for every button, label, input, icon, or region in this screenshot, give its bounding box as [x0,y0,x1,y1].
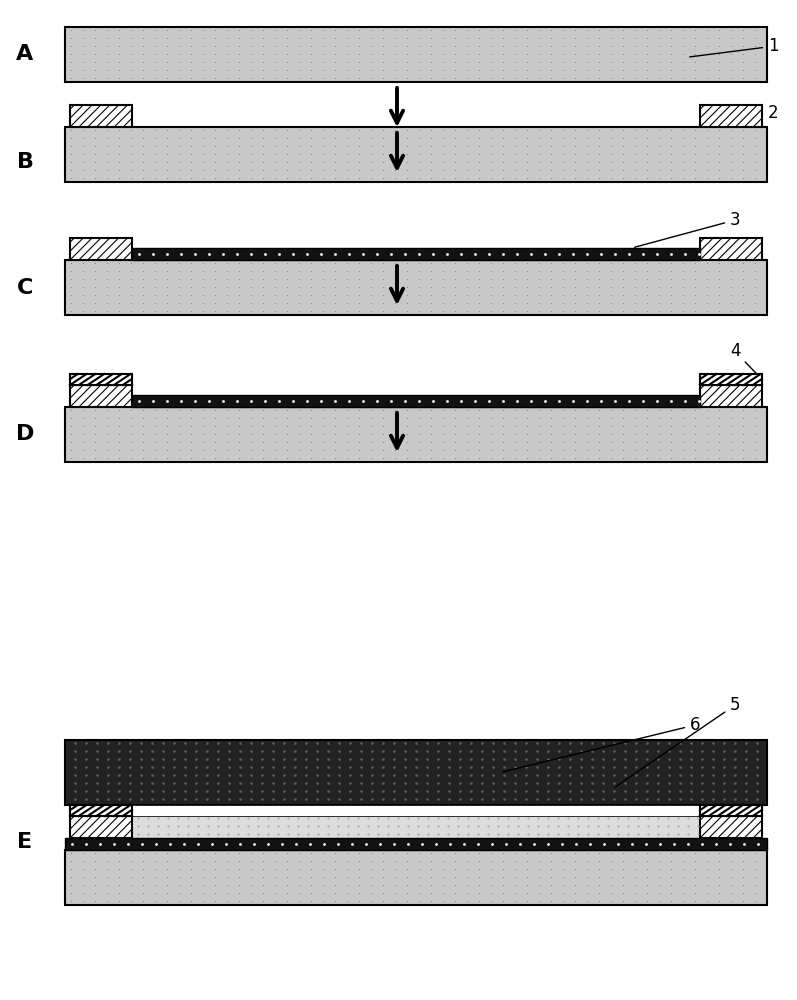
Bar [70,385,132,407]
Bar [70,238,132,260]
Bar [65,27,767,82]
Bar [65,407,767,462]
Bar [65,127,767,182]
Bar [70,105,132,127]
Bar [700,374,762,385]
Text: 1: 1 [689,37,779,57]
Text: B: B [17,152,33,172]
Bar [132,816,700,838]
Bar [700,238,762,260]
Text: 2: 2 [762,104,779,122]
Bar [700,105,762,127]
Text: D: D [16,424,34,444]
Bar [70,374,132,385]
Text: E: E [18,832,33,852]
Bar [132,395,700,407]
Text: C: C [17,277,33,298]
Bar [132,248,700,260]
Bar [70,816,132,838]
Bar [65,260,767,315]
Text: 6: 6 [503,716,701,772]
Bar [65,740,767,805]
Text: A: A [17,44,33,64]
Bar [700,385,762,407]
Bar [70,805,132,816]
Bar [132,805,700,816]
Bar [65,850,767,905]
Bar [65,838,767,850]
Bar [700,816,762,838]
Text: 3: 3 [634,211,740,247]
Bar [700,805,762,816]
Text: 4: 4 [730,342,760,377]
Text: 5: 5 [614,696,740,787]
